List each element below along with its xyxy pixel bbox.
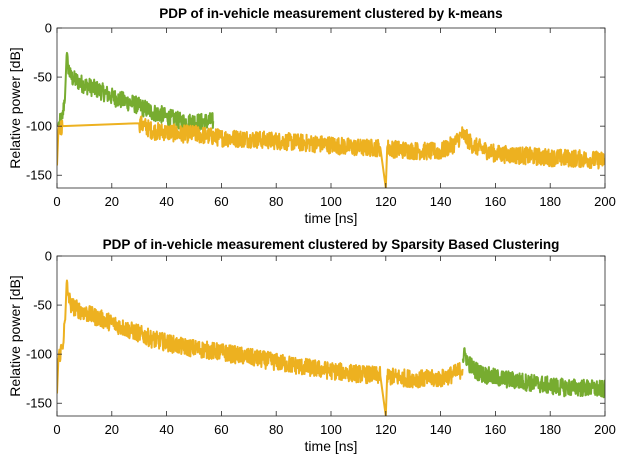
x-tick-label: 20: [105, 422, 119, 437]
x-tick-label: 160: [485, 194, 507, 209]
x-tick-label: 80: [269, 422, 283, 437]
x-tick-label: 100: [320, 422, 342, 437]
y-tick-label: 0: [45, 21, 52, 36]
x-tick-label: 40: [159, 422, 173, 437]
x-tick-label: 180: [539, 194, 561, 209]
x-tick-label: 180: [539, 422, 561, 437]
chart-title: PDP of in-vehicle measurement clustered …: [159, 6, 502, 21]
x-tick-label: 160: [485, 422, 507, 437]
series-line-cluster-2: [57, 115, 605, 188]
x-tick-label: 0: [53, 194, 60, 209]
x-tick-label: 60: [214, 194, 228, 209]
x-tick-label: 40: [159, 194, 173, 209]
y-axis-label: Relative power [dB]: [7, 47, 23, 168]
x-tick-label: 80: [269, 194, 283, 209]
x-tick-label: 120: [375, 422, 397, 437]
y-tick-label: -100: [26, 119, 52, 134]
y-tick-label: 0: [45, 249, 52, 264]
x-tick-label: 60: [214, 422, 228, 437]
y-tick-label: -150: [26, 396, 52, 411]
series-line-cluster-1: [57, 279, 464, 416]
y-axis-label: Relative power [dB]: [7, 275, 23, 396]
subplot-sparsity: PDP of in-vehicle measurement clustered …: [7, 237, 616, 454]
x-tick-label: 20: [105, 194, 119, 209]
x-tick-label: 140: [430, 194, 452, 209]
chart-title: PDP of in-vehicle measurement clustered …: [103, 237, 560, 252]
x-tick-label: 200: [594, 194, 616, 209]
y-tick-label: -50: [33, 70, 52, 85]
x-axis-label: time [ns]: [305, 210, 358, 226]
series-line-cluster-1: [57, 51, 215, 132]
x-axis-label: time [ns]: [305, 438, 358, 454]
y-tick-label: -50: [33, 298, 52, 313]
y-tick-label: -150: [26, 168, 52, 183]
x-tick-label: 0: [53, 422, 60, 437]
x-tick-label: 120: [375, 194, 397, 209]
subplot-kmeans: PDP of in-vehicle measurement clustered …: [7, 6, 616, 226]
x-tick-label: 100: [320, 194, 342, 209]
series-line-cluster-2: [461, 347, 605, 399]
x-tick-label: 140: [430, 422, 452, 437]
x-tick-label: 200: [594, 422, 616, 437]
y-tick-label: -100: [26, 347, 52, 362]
